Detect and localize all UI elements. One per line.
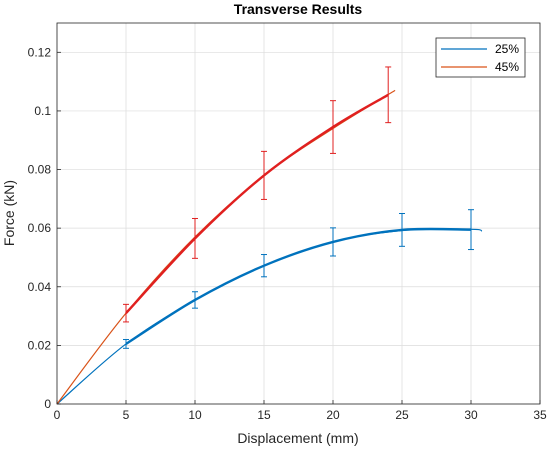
y-tick-label: 0.08 <box>28 163 52 177</box>
x-tick-label: 15 <box>257 408 271 422</box>
x-tick-label: 10 <box>188 408 202 422</box>
y-tick-label: 0.12 <box>28 45 52 59</box>
x-axis-label: Displacement (mm) <box>237 430 358 446</box>
y-tick-label: 0.1 <box>34 104 51 118</box>
error-bar-25 <box>123 339 129 349</box>
error-bar-25 <box>261 254 267 278</box>
error-bar-45 <box>385 66 392 124</box>
error-bar-25 <box>192 291 198 309</box>
error-bar-45 <box>330 100 336 154</box>
ticks: 0 5 10 15 20 25 30 35 0 0.02 0.04 0.06 0.08 0.1 0.12 <box>28 45 547 422</box>
error-bar-25 <box>330 227 336 257</box>
error-bar-25 <box>468 209 474 251</box>
chart-title: Transverse Results <box>234 1 363 17</box>
error-bar-45 <box>192 217 198 259</box>
legend: 25% 45% <box>435 37 526 78</box>
x-tick-label: 0 <box>54 408 61 422</box>
plot-frame <box>56 22 541 405</box>
error-bar-25 <box>399 213 405 247</box>
series-layer <box>56 66 483 405</box>
x-tick-label: 20 <box>326 408 340 422</box>
plot-background <box>57 23 540 404</box>
y-tick-label: 0.04 <box>28 280 52 294</box>
x-tick-label: 5 <box>123 408 130 422</box>
y-axis-label: Force (kN) <box>1 180 17 246</box>
legend-label-25: 25% <box>495 42 519 56</box>
data-line-25 <box>125 227 472 345</box>
y-tick-label: 0.02 <box>28 338 52 352</box>
legend-label-45: 45% <box>495 60 519 74</box>
y-tick-label: 0.06 <box>28 221 52 235</box>
x-tick-label: 30 <box>464 408 478 422</box>
x-tick-label: 25 <box>395 408 409 422</box>
error-bar-45 <box>123 303 129 323</box>
y-tick-label: 0 <box>44 397 51 411</box>
legend-box <box>435 37 526 78</box>
data-line-45 <box>125 93 389 314</box>
x-tick-label: 35 <box>533 408 547 422</box>
error-bar-45 <box>261 150 267 200</box>
